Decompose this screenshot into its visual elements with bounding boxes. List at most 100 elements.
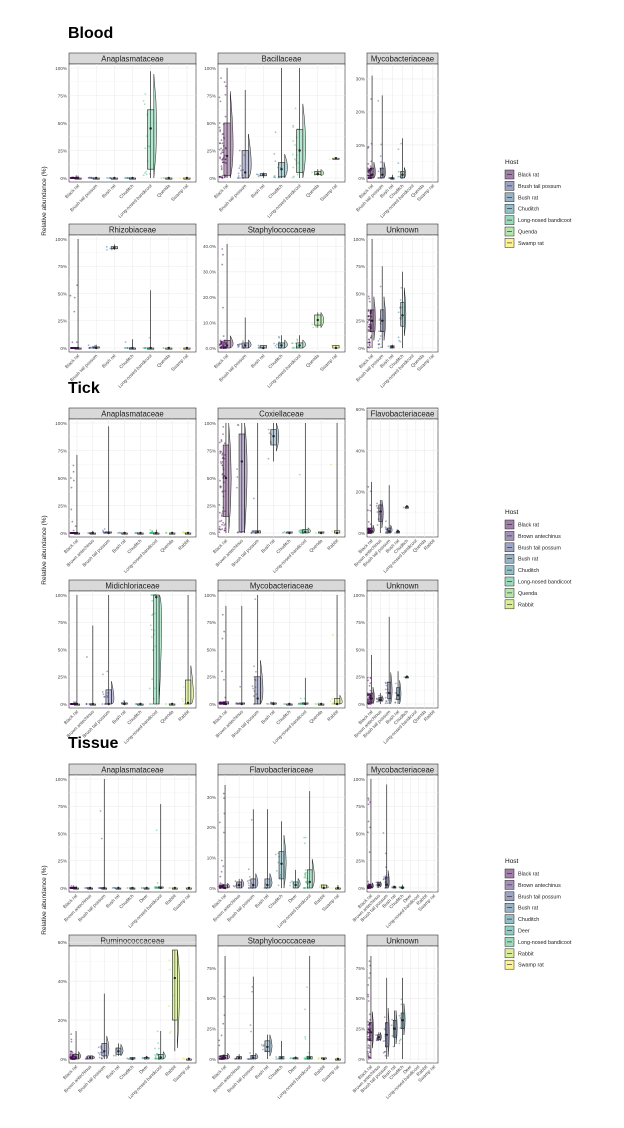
data-point [294,342,297,345]
data-point [70,1056,73,1059]
data-point [156,1052,158,1055]
y-tick-label: 0% [60,346,67,351]
y-tick-label: 50% [207,647,216,652]
data-point [143,347,146,349]
data-point [297,161,300,164]
data-point [144,347,147,349]
data-point [399,886,402,889]
data-point [219,100,222,103]
data-point [98,887,101,889]
data-point [221,341,224,343]
x-tick-label: Quenda [159,709,174,724]
data-point [179,347,182,349]
data-point [90,177,93,179]
data-point [367,1037,369,1040]
data-point [247,882,250,885]
data-point [378,694,380,697]
data-point [99,1045,102,1048]
data-point [218,176,221,179]
data-point [71,1054,74,1057]
data-point [294,158,296,161]
data-point [397,148,400,151]
y-tick-label: 0% [60,1057,67,1062]
data-point [154,887,157,889]
violin-half [379,880,382,888]
data-point [150,636,153,638]
x-tick-label: Brown antechinus [66,538,96,568]
data-point [305,1056,308,1059]
data-point [73,701,75,704]
x-tick-label: Swamp rat [170,353,190,373]
data-point [72,532,75,534]
data-point [222,346,224,349]
violin-half [404,287,407,336]
data-point [237,702,240,705]
data-point [140,887,143,889]
data-point [183,703,186,705]
data-point [218,520,221,523]
facet-label: Flavobacteriaceae [250,765,314,774]
data-point [220,884,223,887]
data-point [72,885,75,888]
data-point [69,887,72,889]
data-point [237,343,239,346]
box [241,150,249,179]
x-tick-label: Rabbit [177,538,190,551]
data-point [69,294,72,297]
data-point [221,512,224,515]
data-point [237,172,240,175]
y-tick-label: 75% [58,264,67,269]
data-point [370,336,372,339]
data-point [69,703,72,705]
data-point [296,173,299,176]
median-marker [379,510,382,513]
median-marker [74,1056,78,1059]
data-point [378,319,381,321]
data-point [394,532,396,534]
data-point [293,175,295,178]
y-tick-label: 0% [209,886,216,891]
y-tick-label: 50% [356,996,365,1001]
data-point [72,703,75,705]
data-point [368,300,371,303]
data-point [385,866,387,869]
data-point [379,161,382,164]
data-point [69,886,72,889]
data-point [367,341,369,344]
data-point [224,154,226,157]
x-tick-label: Swamp rat [319,353,339,373]
y-tick-label: 0% [209,702,216,707]
data-point [71,532,73,534]
median-marker [335,702,339,706]
median-marker [319,702,323,706]
y-tick-label: 10% [207,856,216,861]
data-point [368,168,371,171]
data-point [69,887,72,889]
data-point [319,884,322,887]
data-point [109,177,112,179]
data-point [255,173,258,176]
data-point [70,347,73,349]
data-point [222,253,224,256]
box [385,876,389,889]
data-point [367,886,370,888]
data-point [221,343,223,345]
data-point [305,1057,307,1060]
data-point [71,347,74,349]
data-point [377,347,380,349]
data-point [218,701,221,704]
data-point [153,612,156,615]
violin-half [177,949,180,1049]
y-tick-label: 75% [356,264,365,269]
data-point [394,698,397,701]
data-point [72,177,75,179]
data-point [238,149,241,152]
x-tick-label: Chuditch [267,893,284,910]
data-point [367,820,370,823]
y-tick-label: 0% [358,346,365,351]
data-point [382,1051,385,1054]
median-marker [145,1056,148,1059]
